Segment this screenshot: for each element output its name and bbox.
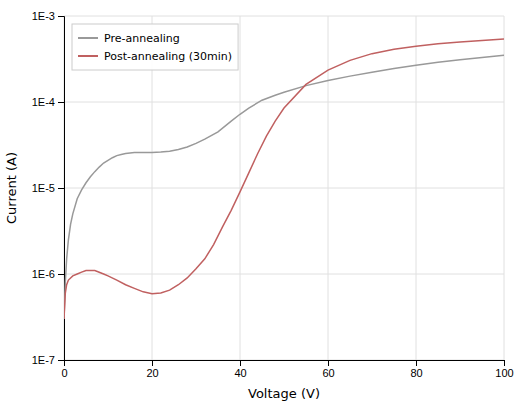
- tick: 40: [234, 360, 246, 379]
- series-group: [64, 39, 504, 319]
- tick-label: 1E-3: [32, 10, 55, 22]
- tick-label: 1E-4: [32, 96, 55, 108]
- tick-mark: [152, 360, 153, 366]
- tick-label: 20: [146, 367, 158, 379]
- tick-label: 0: [61, 367, 67, 379]
- chart: 0 20 40 60 80 100 1E-7 1E-6 1E-5 1E-4 1E-3 Pre-anne…: [0, 0, 526, 408]
- x-axis-title: Voltage (V): [248, 386, 320, 401]
- tick-mark: [58, 274, 64, 275]
- series-line: [64, 55, 504, 319]
- grid-line: [64, 102, 504, 103]
- axis-line: [58, 17, 65, 361]
- plot: 0 20 40 60 80 100 1E-7 1E-6 1E-5 1E-4 1E-3 Pre-anne…: [32, 10, 514, 379]
- tick: 100: [495, 360, 513, 379]
- grid-line: [64, 16, 504, 17]
- tick-mark: [58, 360, 64, 361]
- legend-swatch: [78, 37, 98, 39]
- tick-mark: [58, 16, 64, 17]
- series-line: [64, 39, 504, 319]
- tick-label: 1E-6: [32, 268, 55, 280]
- tick: 1E-3: [32, 10, 64, 22]
- tick-label: 80: [410, 367, 422, 379]
- legend-item: Pre-annealing: [78, 32, 180, 45]
- y-axis-title: Current (A): [4, 152, 19, 224]
- grid-line: [64, 188, 504, 189]
- legend-item: Post-annealing (30min): [78, 50, 232, 63]
- tick-label: 1E-5: [32, 182, 55, 194]
- tick-mark: [58, 188, 64, 189]
- tick-label: 60: [322, 367, 334, 379]
- legend-swatch: [78, 55, 98, 57]
- legend-box: [72, 24, 238, 70]
- tick: 1E-7: [32, 354, 64, 366]
- tick: 60: [322, 360, 334, 379]
- legend-label: Pre-annealing: [104, 32, 180, 45]
- tick-mark: [58, 102, 64, 103]
- tick-label: 100: [495, 367, 513, 379]
- tick: 1E-5: [32, 182, 64, 194]
- tick-label: 1E-7: [32, 354, 55, 366]
- tick-mark: [504, 360, 505, 366]
- tick-mark: [328, 360, 329, 366]
- tick: 20: [146, 360, 158, 379]
- tick-mark: [240, 360, 241, 366]
- tick: 1E-6: [32, 268, 64, 280]
- grid: [64, 16, 504, 360]
- tick-mark: [416, 360, 417, 366]
- y-axis: 1E-7 1E-6 1E-5 1E-4 1E-3: [32, 10, 65, 366]
- x-axis: 0 20 40 60 80 100: [61, 360, 513, 379]
- tick: 1E-4: [32, 96, 64, 108]
- axis-line: [65, 361, 505, 367]
- legend-label: Post-annealing (30min): [104, 50, 232, 63]
- tick: 80: [410, 360, 422, 379]
- tick-label: 40: [234, 367, 246, 379]
- grid-line: [64, 274, 504, 275]
- tick: 0: [61, 360, 67, 379]
- legend: Pre-annealing Post-annealing (30min): [72, 24, 238, 70]
